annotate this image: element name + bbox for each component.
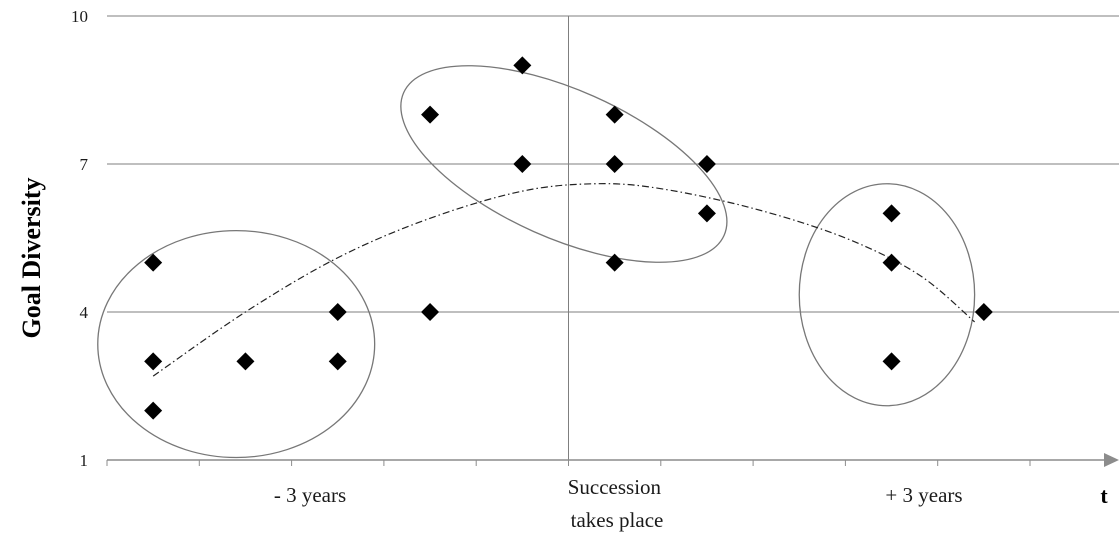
y-tick-labels: 1 4 7 10 [71,7,89,470]
y-tick-label-7: 7 [80,155,89,174]
data-point-5 [328,303,347,321]
data-point-8 [421,303,440,321]
data-point-13 [605,253,624,272]
data-point-15 [697,204,716,223]
x-label-plus-3-years: + 3 years [885,483,962,507]
data-point-11 [605,105,624,124]
grid-lines [107,15,1119,460]
data-point-6 [328,352,347,371]
data-point-7 [421,105,440,124]
data-point-1 [144,253,163,272]
x-label-succession-line1: Succession [568,475,662,499]
y-tick-label-1: 1 [80,451,89,470]
trend-line [152,183,976,377]
x-label-succession-line2: takes place [571,508,664,532]
group-ellipses [97,65,976,459]
x-label-minus-3-years: - 3 years [274,483,346,507]
data-point-14 [697,155,716,173]
y-tick-label-10: 10 [71,7,88,26]
data-point-18 [882,352,901,371]
group-ellipse-after [798,183,976,407]
x-axis-arrowhead [1104,453,1119,467]
group-ellipse-around-succession [400,65,728,263]
data-point-19 [974,303,993,321]
data-point-3 [144,401,163,420]
y-tick-label-4: 4 [80,303,89,322]
data-point-4 [236,352,255,371]
data-point-12 [605,155,624,173]
data-point-10 [513,155,532,173]
y-axis-title: Goal Diversity [17,177,46,338]
group-ellipse-before [97,229,376,459]
data-points [144,56,993,420]
data-point-2 [144,352,163,371]
data-point-9 [513,56,532,75]
x-label-succession: Succession takes place [568,475,667,532]
data-point-17 [882,253,901,272]
data-point-16 [882,204,901,223]
x-axis [106,453,1119,467]
x-axis-title-t: t [1100,483,1108,508]
